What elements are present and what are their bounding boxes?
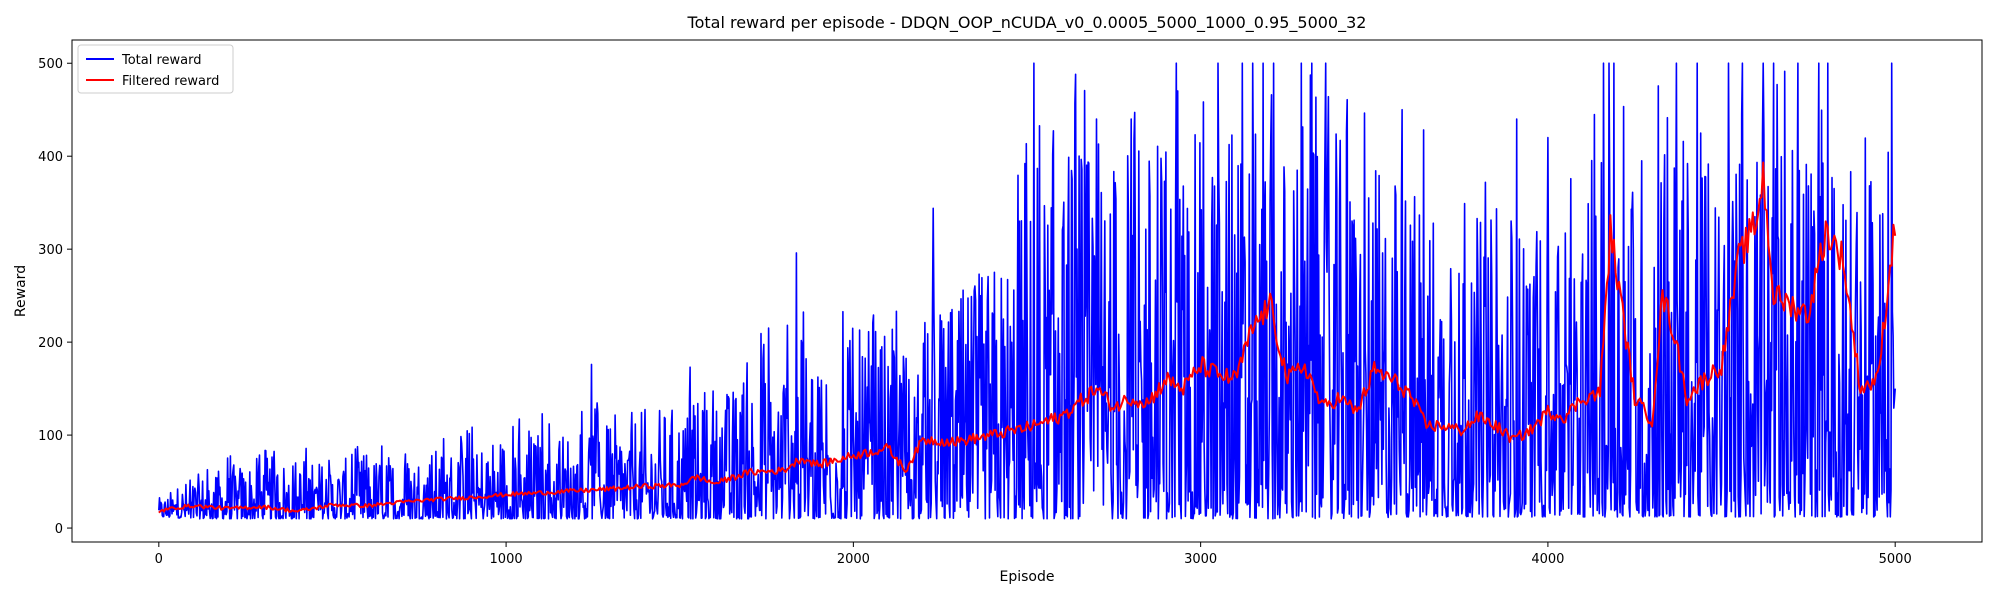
series-line-filtered-reward <box>158 161 1897 514</box>
legend-label: Total reward <box>121 53 202 68</box>
x-axis-label: Episode <box>1000 569 1055 585</box>
axes: 0 1000 2000 3000 4000 5000 0 100 200 300 400 500 <box>38 39 1983 567</box>
plot-area <box>158 62 1897 520</box>
y-tick-label: 400 <box>38 150 63 165</box>
legend: Total reward Filtered reward <box>77 44 234 94</box>
y-tick-label: 500 <box>38 57 63 72</box>
y-tick-label: 0 <box>55 522 63 537</box>
x-tick-label: 5000 <box>1879 552 1912 567</box>
plot-frame <box>71 39 1983 543</box>
legend-label: Filtered reward <box>122 74 219 89</box>
y-tick-label: 300 <box>38 243 63 258</box>
y-tick-label: 200 <box>38 336 63 351</box>
x-tick-label: 0 <box>155 552 163 567</box>
x-tick-label: 3000 <box>1184 552 1217 567</box>
x-tick-label: 4000 <box>1531 552 1564 567</box>
x-tick-label: 2000 <box>837 552 870 567</box>
x-tick-label: 1000 <box>490 552 523 567</box>
y-tick-label: 100 <box>38 429 63 444</box>
chart-title: Total reward per episode - DDQN_OOP_nCUD… <box>687 13 1367 33</box>
series-line-total-reward <box>158 62 1896 520</box>
y-axis-label: Reward <box>13 265 29 317</box>
legend-box <box>77 44 234 94</box>
